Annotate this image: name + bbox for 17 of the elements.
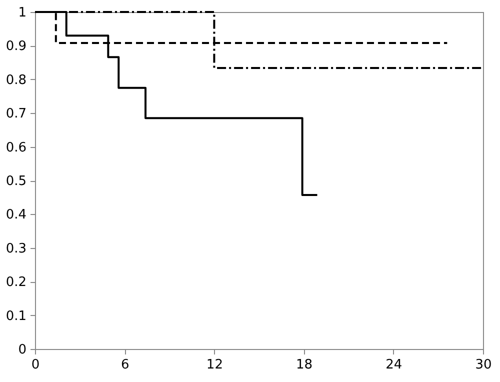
y-tick-label: 0.4 (6, 208, 26, 223)
y-tick-label: 0.8 (6, 72, 26, 88)
y-tick-label: 1 (18, 6, 26, 20)
y-tick-label: 0.7 (6, 106, 26, 122)
y-tick-label: 0.9 (6, 39, 26, 54)
y-tick-label: 0 (18, 342, 26, 358)
x-tick-label: 18 (296, 358, 313, 372)
y-tick-label: 0.1 (6, 308, 26, 324)
x-tick-label: 0 (31, 358, 40, 372)
y-tick-label: 0.2 (6, 275, 26, 290)
x-tick-label: 12 (206, 358, 223, 372)
x-tick-label: 6 (120, 358, 130, 372)
y-tick-label: 0.5 (6, 174, 26, 189)
y-tick-label: 0.3 (6, 241, 26, 256)
x-tick-label: 24 (386, 358, 402, 372)
x-tick-label: 30 (475, 358, 492, 372)
y-tick-label: 0.6 (6, 140, 26, 156)
